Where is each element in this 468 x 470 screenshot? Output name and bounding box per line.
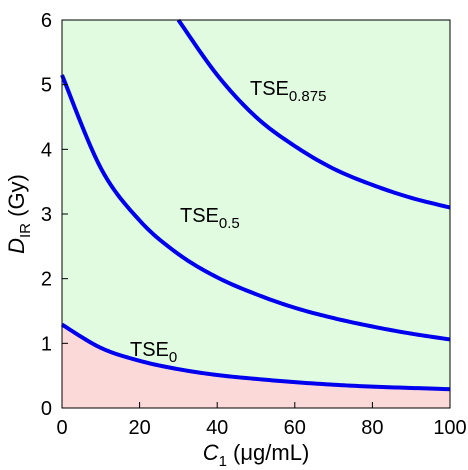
x-tick-label: 100 [433,417,466,439]
y-tick-label: 6 [41,10,52,32]
plot-area [60,18,451,408]
x-tick-label: 80 [361,417,383,439]
y-tick-label: 2 [41,269,52,291]
y-axis-title: DIR (Gy) [4,174,34,254]
curve-label-tse_0-875: TSE0.875 [250,78,326,105]
curve-label-tse_0-5: TSE0.5 [180,205,240,232]
x-tick-label: 60 [284,417,306,439]
x-tick-label: 40 [206,417,228,439]
y-tick-label: 5 [41,75,52,97]
x-tick-label: 0 [56,417,67,439]
x-tick-label: 20 [128,417,150,439]
y-tick-label: 0 [41,398,52,420]
curve-tse_0-875 [176,18,451,210]
curve-tse_0-5 [60,74,451,342]
y-tick-label: 4 [41,139,52,161]
safe-region [62,20,450,408]
labels: C1 (μg/mL) DIR (Gy) TSE0 TSE0.5 TSE0.875 [4,78,326,470]
axes: 0 20 40 60 80 100 0 1 2 3 4 5 6 [41,10,467,439]
curve-label-tse_0: TSE0 [130,339,177,366]
y-tick-label: 1 [41,333,52,355]
y-tick-label: 3 [41,204,52,226]
curve-tse_0 [60,322,451,392]
x-axis-title: C1 (μg/mL) [203,440,310,470]
